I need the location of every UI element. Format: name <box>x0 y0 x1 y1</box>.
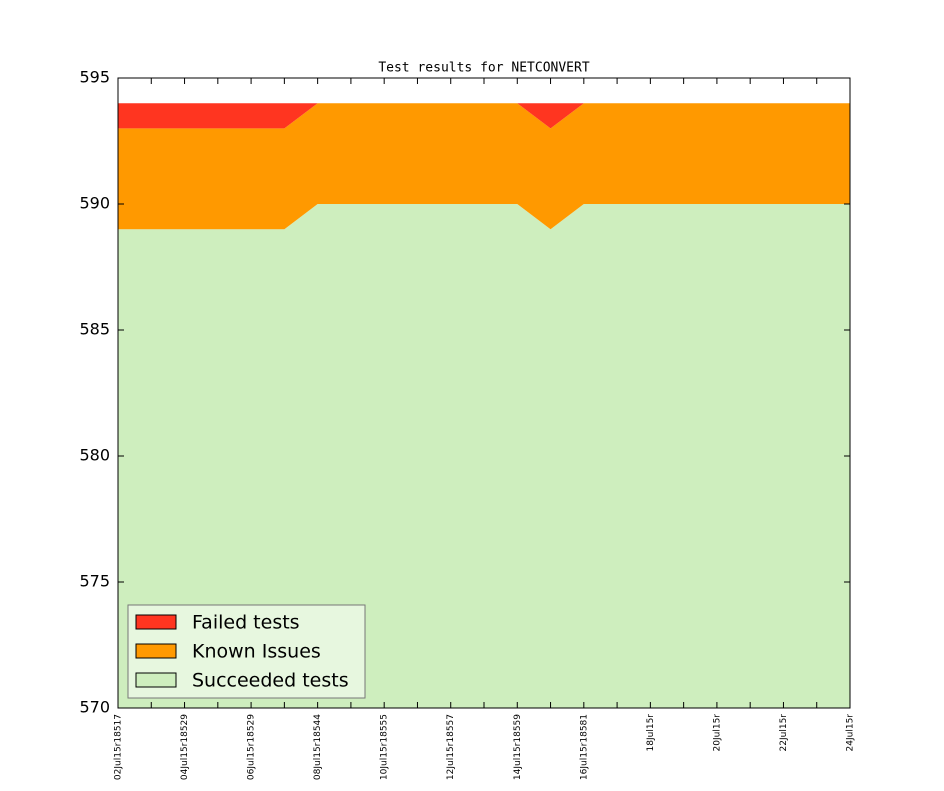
y-tick-label: 580 <box>79 446 110 465</box>
y-tick-label: 570 <box>79 698 110 717</box>
x-tick-label: 24Jul15r <box>846 714 856 752</box>
area <box>118 204 850 708</box>
legend-swatch <box>135 672 177 688</box>
y-tick-label: 595 <box>79 68 110 87</box>
x-tick-label: 14Jul15r18559 <box>513 714 523 780</box>
x-tick-label: 02Jul15r18517 <box>114 714 124 780</box>
legend-swatch <box>135 643 177 659</box>
y-tick-label: 590 <box>79 194 110 213</box>
legend: Failed tests Known Issues Succeeded tests <box>127 604 366 699</box>
y-tick-label: 585 <box>79 320 110 339</box>
x-tick-label: 22Jul15r <box>779 714 789 752</box>
x-tick-label: 18Jul15r <box>646 714 656 752</box>
x-tick-label: 10Jul15r18555 <box>380 714 390 780</box>
x-tick-label: 16Jul15r18581 <box>579 714 589 780</box>
y-tick-label: 575 <box>79 572 110 591</box>
x-tick-label: 12Jul15r18557 <box>446 714 456 780</box>
x-tick-label: 20Jul15r <box>712 714 722 752</box>
x-tick-label: 08Jul15r18544 <box>313 714 323 780</box>
x-tick-label: 04Jul15r18529 <box>180 714 190 780</box>
legend-swatch <box>135 614 177 630</box>
legend-label: Known Issues <box>192 641 321 663</box>
legend-label: Succeeded tests <box>192 670 349 692</box>
area <box>118 103 850 230</box>
legend-label: Failed tests <box>192 612 300 634</box>
area <box>118 103 850 129</box>
chart-title: Test results for NETCONVERT <box>378 61 589 76</box>
x-tick-label: 06Jul15r18529 <box>247 714 257 780</box>
